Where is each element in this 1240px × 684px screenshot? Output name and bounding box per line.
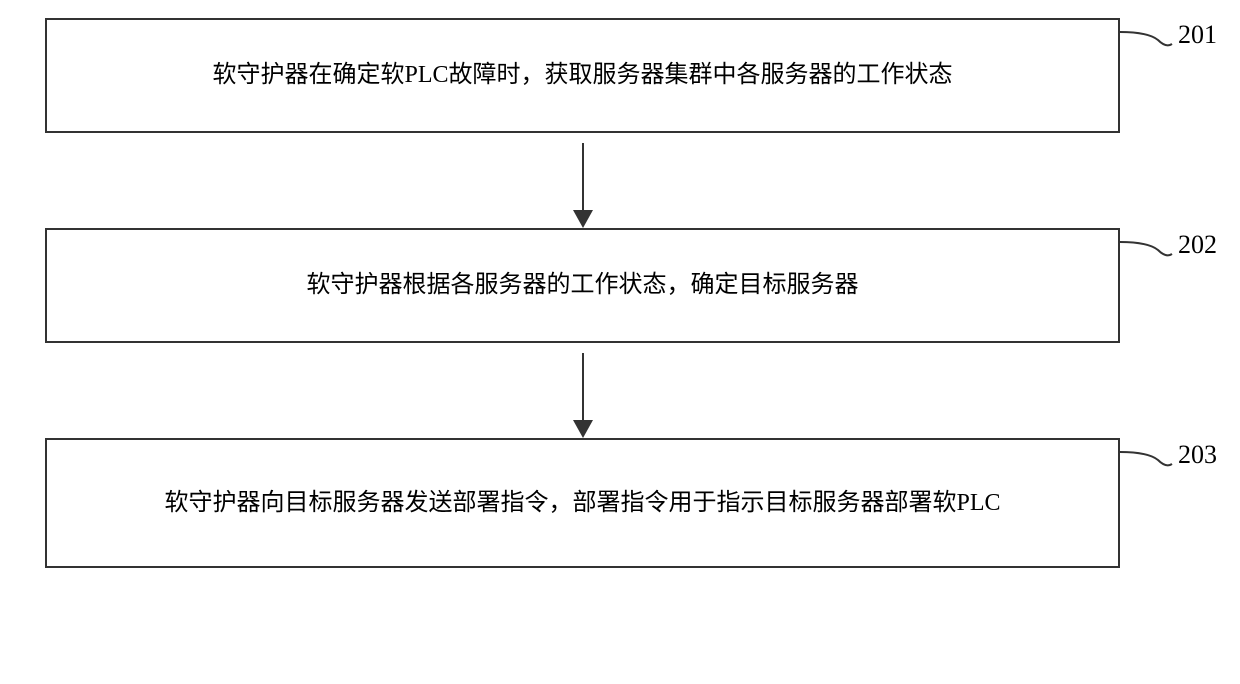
flow-step-1: 软守护器在确定软PLC故障时，获取服务器集群中各服务器的工作状态 [45, 18, 1120, 133]
arrow-line [582, 353, 584, 428]
flow-arrow-1 [45, 133, 1120, 228]
arrow-head-icon [573, 210, 593, 228]
step-label-1: 201 [1178, 20, 1217, 50]
flowchart-container: 软守护器在确定软PLC故障时，获取服务器集群中各服务器的工作状态 软守护器根据各… [45, 18, 1120, 568]
step-label-3: 203 [1178, 440, 1217, 470]
leader-line-2 [1118, 240, 1178, 270]
step-label-2: 202 [1178, 230, 1217, 260]
leader-line-1 [1118, 30, 1178, 60]
flow-step-3-text: 软守护器向目标服务器发送部署指令，部署指令用于指示目标服务器部署软PLC [164, 484, 1000, 522]
leader-line-3 [1118, 450, 1178, 480]
flow-arrow-2 [45, 343, 1120, 438]
flow-step-2: 软守护器根据各服务器的工作状态，确定目标服务器 [45, 228, 1120, 343]
flow-step-1-text: 软守护器在确定软PLC故障时，获取服务器集群中各服务器的工作状态 [212, 56, 952, 94]
flow-step-2-text: 软守护器根据各服务器的工作状态，确定目标服务器 [307, 266, 859, 304]
arrow-line [582, 143, 584, 218]
arrow-head-icon [573, 420, 593, 438]
flow-step-3: 软守护器向目标服务器发送部署指令，部署指令用于指示目标服务器部署软PLC [45, 438, 1120, 568]
